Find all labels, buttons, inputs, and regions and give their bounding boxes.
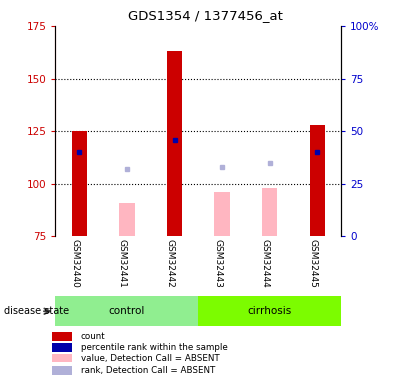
Bar	[198, 296, 341, 326]
Bar	[55, 296, 198, 326]
Text: GDS1354 / 1377456_at: GDS1354 / 1377456_at	[128, 9, 283, 22]
Text: percentile rank within the sample: percentile rank within the sample	[81, 343, 228, 352]
Text: rank, Detection Call = ABSENT: rank, Detection Call = ABSENT	[81, 366, 215, 375]
Bar	[119, 202, 134, 236]
Text: control: control	[109, 306, 145, 316]
Text: GSM32444: GSM32444	[261, 239, 270, 288]
Bar	[72, 131, 87, 236]
Text: GSM32440: GSM32440	[70, 239, 79, 288]
Bar	[215, 192, 230, 236]
Text: GSM32445: GSM32445	[308, 239, 317, 288]
Bar	[167, 51, 182, 236]
Bar	[52, 343, 72, 352]
Text: count: count	[81, 332, 106, 341]
Bar	[262, 188, 277, 236]
Text: cirrhosis: cirrhosis	[247, 306, 292, 316]
Text: GSM32442: GSM32442	[166, 239, 175, 288]
Text: value, Detection Call = ABSENT: value, Detection Call = ABSENT	[81, 354, 219, 363]
Bar	[52, 354, 72, 362]
Text: disease state: disease state	[4, 306, 69, 316]
Text: GSM32443: GSM32443	[213, 239, 222, 288]
Bar	[52, 332, 72, 341]
Text: GSM32441: GSM32441	[118, 239, 127, 288]
Bar	[52, 366, 72, 375]
Bar	[310, 125, 325, 236]
